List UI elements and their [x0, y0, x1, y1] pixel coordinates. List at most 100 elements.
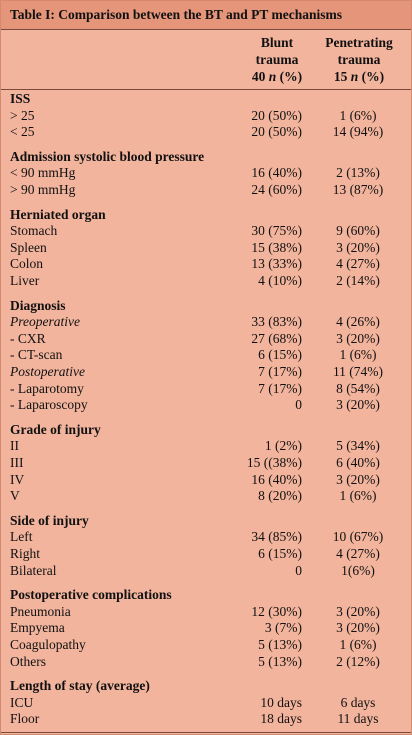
- row-label: Spleen: [10, 239, 47, 255]
- penetrating-value: 6 (40%): [336, 455, 380, 470]
- header-line: trauma: [255, 52, 299, 67]
- blunt-value: 8 (20%): [258, 488, 302, 504]
- penetrating-value: 1(6%): [341, 562, 375, 578]
- penetrating-value: 11 (74%): [332, 364, 384, 379]
- row-label: ICU: [10, 694, 34, 710]
- header-line: Blunt: [260, 35, 294, 50]
- section-title: Herniated organ: [10, 206, 106, 222]
- penetrating-value: 8 (54%): [336, 380, 380, 396]
- blunt-value: 15 (38%): [251, 239, 302, 255]
- penetrating-value: 3 (20%): [336, 471, 380, 487]
- penetrating-value: 6 days: [340, 694, 376, 710]
- blunt-value: 5 (13%): [258, 653, 302, 669]
- row-label: Preoperative: [10, 314, 80, 330]
- penetrating-value: 14 (94%): [332, 124, 384, 140]
- blunt-value: 16 (40%): [251, 471, 302, 487]
- penetrating-value: 2 (14%): [336, 273, 380, 288]
- bottom-rule: [1, 732, 411, 733]
- header-n: n: [268, 69, 277, 84]
- penetrating-value: 10 (67%): [332, 529, 384, 545]
- row-label: Empyema: [10, 620, 65, 636]
- penetrating-value: 3 (20%): [336, 620, 380, 636]
- blunt-value: 24 (60%): [251, 182, 302, 197]
- penetrating-value: 1 (6%): [339, 107, 377, 123]
- blunt-value: 6 (15%): [258, 347, 302, 363]
- penetrating-value: 13 (87%): [332, 182, 384, 197]
- header-rule: [1, 89, 411, 90]
- penetrating-value: 4 (27%): [336, 256, 380, 272]
- blunt-value: 3 (7%): [264, 620, 302, 636]
- column-header: Blunt trauma 40 n (%): [237, 34, 317, 85]
- row-label: Liver: [10, 273, 40, 288]
- row-label: - CXR: [10, 330, 46, 346]
- section-title: Admission systolic blood pressure: [10, 148, 205, 164]
- row-label: < 25: [10, 124, 35, 140]
- blunt-value: 13 (33%): [251, 256, 302, 272]
- row-label: Colon: [10, 256, 44, 272]
- row-label: II: [10, 438, 19, 454]
- blunt-value: 34 (85%): [251, 529, 302, 545]
- column-header: Penetrating trauma 15 n (%): [313, 34, 405, 85]
- blunt-value: 20 (50%): [251, 124, 302, 140]
- penetrating-value: 3 (20%): [336, 603, 380, 619]
- row-label: Coagulopathy: [10, 637, 86, 652]
- penetrating-value: 2 (13%): [336, 165, 380, 181]
- blunt-value: 7 (17%): [258, 364, 302, 379]
- blunt-value: 15 ((38%): [246, 455, 302, 470]
- blunt-value: 6 (15%): [258, 546, 302, 561]
- header-unit: (%): [361, 69, 385, 84]
- header-line: Penetrating: [325, 35, 393, 50]
- row-label: Postoperative: [10, 364, 85, 379]
- row-label: IV: [10, 471, 25, 487]
- penetrating-value: 3 (20%): [336, 330, 380, 346]
- blunt-value: 7 (17%): [258, 380, 302, 396]
- row-label: Others: [10, 653, 46, 669]
- blunt-value: 4 (10%): [258, 273, 302, 288]
- penetrating-value: 3 (20%): [336, 239, 380, 255]
- header-count: 40: [251, 69, 266, 84]
- row-label: > 25: [10, 107, 35, 123]
- table-title: Table I: Comparison between the BT and P…: [10, 7, 343, 22]
- penetrating-value: 4 (27%): [336, 546, 380, 561]
- section-title: ISS: [10, 91, 31, 106]
- row-label: - Laparoscopy: [10, 397, 88, 413]
- row-label: < 90 mmHg: [10, 165, 76, 181]
- penetrating-value: 4 (26%): [336, 314, 380, 330]
- penetrating-value: 1 (6%): [339, 637, 377, 652]
- row-label: Stomach: [10, 223, 58, 239]
- blunt-value: 0: [295, 397, 302, 413]
- blunt-value: 5 (13%): [258, 637, 302, 652]
- blunt-value: 33 (83%): [251, 314, 302, 330]
- penetrating-value: 2 (12%): [336, 653, 380, 669]
- penetrating-value: 1 (6%): [339, 347, 377, 363]
- penetrating-value: 1 (6%): [339, 488, 377, 504]
- header-n: n: [350, 69, 359, 84]
- row-label: V: [10, 488, 20, 504]
- row-label: III: [10, 455, 24, 470]
- row-label: Floor: [10, 711, 40, 727]
- blunt-value: 16 (40%): [251, 165, 302, 181]
- header-line: trauma: [337, 52, 381, 67]
- section-title: Length of stay (average): [10, 678, 150, 694]
- row-label: Pneumonia: [10, 603, 71, 619]
- blunt-value: 30 (75%): [251, 223, 302, 239]
- blunt-value: 1 (2%): [264, 438, 302, 454]
- blunt-value: 27 (68%): [251, 330, 302, 346]
- row-label: - CT-scan: [10, 347, 63, 363]
- blunt-value: 12 (30%): [251, 603, 302, 619]
- header-count: 15: [333, 69, 348, 84]
- penetrating-value: 9 (60%): [336, 223, 380, 239]
- row-label: Right: [10, 546, 41, 561]
- penetrating-value: 5 (34%): [336, 438, 380, 454]
- row-label: Left: [10, 529, 33, 545]
- penetrating-value: 11 days: [337, 711, 379, 727]
- penetrating-value: 3 (20%): [336, 397, 380, 413]
- blunt-value: 18 days: [260, 711, 302, 727]
- section-title: Postoperative complications: [10, 587, 172, 603]
- blunt-value: 10 days: [260, 694, 302, 710]
- section-title: Side of injury: [10, 512, 89, 528]
- blunt-value: 20 (50%): [251, 107, 302, 123]
- blunt-value: 0: [295, 562, 302, 578]
- section-title: Grade of injury: [10, 421, 101, 437]
